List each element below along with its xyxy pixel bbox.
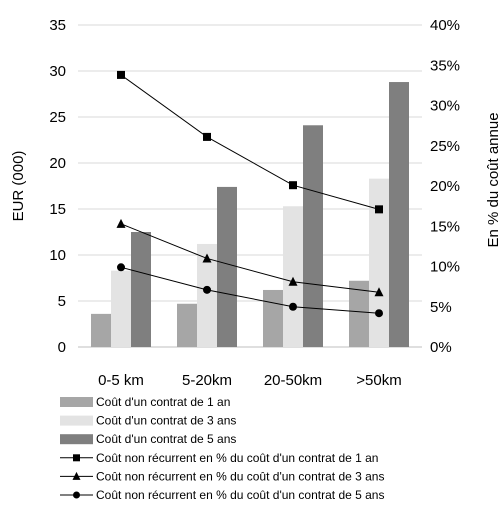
legend-label: Coût non récurrent en % du coût d'un con… xyxy=(96,469,384,483)
y2-tick-label: 30% xyxy=(430,98,460,115)
series-line xyxy=(120,223,380,293)
line-series xyxy=(116,70,384,318)
legend-item: Coût d'un contrat de 3 ans xyxy=(60,414,236,428)
legend: Coût d'un contrat de 1 an Coût d'un contr… xyxy=(60,395,384,502)
point-marker xyxy=(117,70,125,79)
x-tick-label: 5-20km xyxy=(182,372,232,389)
bar xyxy=(111,270,131,347)
series-line xyxy=(120,74,380,210)
y2-tick-label: 0% xyxy=(430,339,452,356)
point-marker xyxy=(203,132,211,141)
y-tick-label: 25 xyxy=(49,109,66,126)
legend-label: Coût d'un contrat de 3 ans xyxy=(96,414,236,428)
y2-tick-label: 40% xyxy=(430,17,460,34)
x-tick-label: 0-5 km xyxy=(98,372,144,389)
x-tick-label: >50km xyxy=(356,372,401,389)
point-marker xyxy=(117,263,125,272)
y2-tick-label: 5% xyxy=(430,299,452,316)
legend-label: Coût non récurrent en % du coût d'un con… xyxy=(96,451,378,465)
point-marker xyxy=(374,287,384,297)
y-tick-label: 5 xyxy=(58,293,66,310)
category-labels: 0-5 km 5-20km 20-50km >50km xyxy=(98,372,402,389)
legend-label: Coût non récurrent en % du coût d'un con… xyxy=(96,488,384,502)
y-tick-label: 10 xyxy=(49,247,66,264)
y-tick-label: 35 xyxy=(49,17,66,34)
bar xyxy=(369,178,389,347)
legend-swatch xyxy=(60,415,93,426)
y2-tick-label: 25% xyxy=(430,138,460,155)
point-marker xyxy=(375,205,383,214)
y2-tick-label: 15% xyxy=(430,218,460,235)
bar xyxy=(349,280,369,347)
point-marker xyxy=(73,454,80,462)
bar xyxy=(263,289,283,347)
bar xyxy=(197,243,217,347)
legend-item: Coût non récurrent en % du coût d'un con… xyxy=(60,488,384,502)
point-marker xyxy=(116,218,126,228)
point-marker xyxy=(202,253,212,263)
bar xyxy=(177,303,197,347)
point-marker xyxy=(289,181,297,190)
point-marker xyxy=(72,471,81,480)
y2-tick-label: 10% xyxy=(430,259,460,276)
legend-label: Coût d'un contrat de 1 an xyxy=(96,395,230,409)
y-tick-label: 0 xyxy=(58,339,66,356)
y2-tick-label: 35% xyxy=(430,57,460,74)
legend-item: Coût d'un contrat de 5 ans xyxy=(60,432,236,446)
bar xyxy=(217,186,237,347)
point-marker xyxy=(375,309,383,318)
legend-label: Coût d'un contrat de 5 ans xyxy=(96,432,236,446)
y-tick-label: 15 xyxy=(49,201,66,218)
bars xyxy=(91,82,409,347)
legend-swatch xyxy=(60,434,93,445)
legend-item: Coût non récurrent en % du coût d'un con… xyxy=(60,469,384,483)
left-axis-title: EUR (000) xyxy=(10,151,27,222)
legend-item: Coût non récurrent en % du coût d'un con… xyxy=(60,451,378,465)
bar xyxy=(303,125,323,347)
y-tick-label: 30 xyxy=(49,63,66,80)
bar xyxy=(283,206,303,347)
y2-tick-label: 20% xyxy=(430,178,460,195)
series-line xyxy=(120,266,380,314)
point-marker xyxy=(288,276,298,286)
legend-swatch xyxy=(60,397,93,407)
point-marker xyxy=(73,491,80,499)
bar xyxy=(91,313,111,347)
point-marker xyxy=(289,302,297,311)
x-tick-label: 20-50km xyxy=(264,372,322,389)
left-axis-ticks: 0 5 10 15 20 25 30 35 xyxy=(49,17,66,356)
bar xyxy=(131,232,151,347)
bar xyxy=(389,82,409,347)
y-tick-label: 20 xyxy=(49,155,66,172)
point-marker xyxy=(203,285,211,294)
right-axis-title: En % du coût annue xyxy=(485,112,502,247)
legend-item: Coût d'un contrat de 1 an xyxy=(60,395,230,409)
right-axis-ticks: 0% 5% 10% 15% 20% 25% 30% 35% 40% xyxy=(430,17,460,356)
